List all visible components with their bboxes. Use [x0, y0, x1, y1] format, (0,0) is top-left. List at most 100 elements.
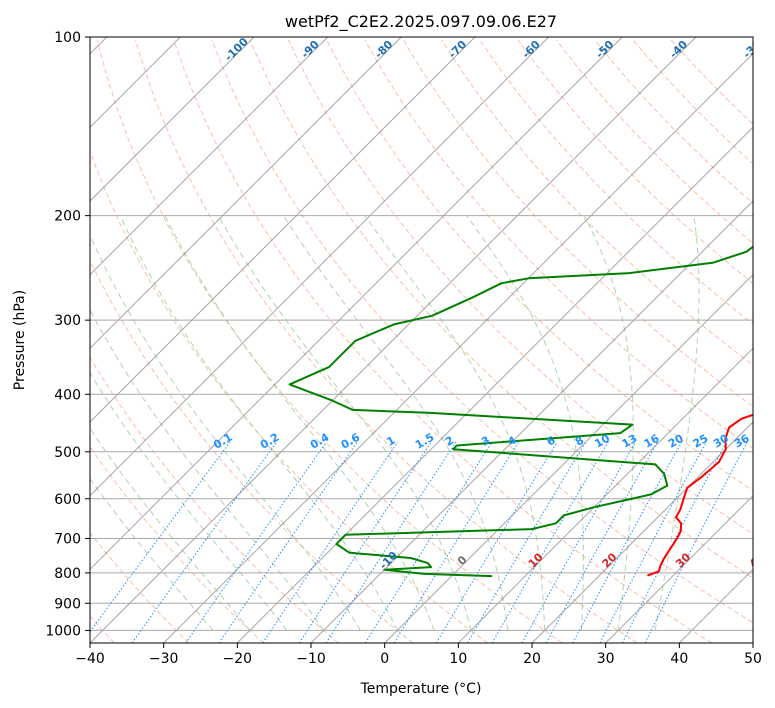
- x-tick-label: 10: [449, 651, 467, 667]
- mixing-ratio-label: 25: [691, 432, 711, 451]
- dry-adiabat-line: [90, 259, 414, 643]
- moist-adiabat-line: [466, 215, 584, 631]
- mixing-ratio-label: 0.1: [211, 431, 234, 452]
- x-tick-label: −10: [296, 651, 326, 667]
- dry-adiabat-line: [479, 39, 753, 325]
- mixing-ratio-line: [218, 441, 358, 643]
- temperature-profile-line: [647, 413, 753, 577]
- isotherm-line: [752, 642, 753, 643]
- dry-adiabat-line: [211, 39, 753, 624]
- y-tick-label: 600: [54, 492, 81, 508]
- y-tick-label: 900: [54, 596, 81, 612]
- moist-adiabat-line: [90, 233, 361, 631]
- y-axis-label: Pressure (hPa): [12, 290, 28, 390]
- isotherm-label: 30: [673, 550, 693, 570]
- dry-adiabat-line: [517, 39, 753, 285]
- mixing-ratio-line: [572, 441, 683, 643]
- x-axis-label: Temperature (°C): [360, 681, 482, 697]
- dry-adiabat-line: [402, 39, 753, 407]
- moist-adiabat-line: [90, 427, 251, 631]
- x-tick-label: 50: [744, 651, 762, 667]
- isotherm-line: [90, 37, 255, 202]
- mixing-ratio-line: [298, 441, 432, 643]
- isotherm-line: [384, 273, 753, 643]
- isotherm-label: -80: [372, 38, 395, 61]
- y-axis-ticks: 100 200 300 400 500 600 700 800 900 1000: [45, 30, 90, 639]
- y-tick-label: 500: [54, 445, 81, 461]
- dry-adiabat-line: [173, 39, 712, 643]
- mixing-ratio-label: 36: [732, 432, 752, 451]
- mixing-ratio-label: 1.5: [413, 431, 436, 452]
- isotherm-line: [678, 568, 753, 643]
- x-tick-label: 0: [380, 651, 389, 667]
- y-tick-label: 700: [54, 532, 81, 548]
- dry-adiabat-line: [288, 39, 753, 535]
- dry-adiabat-line: [326, 39, 753, 492]
- x-tick-label: −30: [149, 651, 179, 667]
- isotherm-label: 40: [747, 550, 767, 570]
- isotherm-label: -50: [593, 38, 616, 61]
- x-axis-ticks: −40 −30 −20 −10 0 10 20 30 40 50: [75, 643, 762, 667]
- isotherm-label: -90: [299, 38, 322, 61]
- mixing-ratio-line: [364, 441, 493, 643]
- y-tick-label: 300: [54, 313, 81, 329]
- mixing-ratio-label: 3: [479, 434, 492, 449]
- isotherm-line: [605, 494, 753, 643]
- x-tick-label: 30: [597, 651, 615, 667]
- y-tick-label: 1000: [45, 623, 81, 639]
- mixing-ratio-label: 0.2: [258, 431, 281, 452]
- mixing-ratio-line: [393, 441, 520, 643]
- y-tick-label: 800: [54, 566, 81, 582]
- isotherm-line: [531, 421, 753, 643]
- mixing-ratio-line: [90, 441, 231, 633]
- mixing-ratio-line: [325, 441, 457, 643]
- mixing-ratio-line: [467, 441, 587, 643]
- dry-adiabat-line: [441, 39, 753, 366]
- sounding-profiles: [288, 245, 753, 578]
- mixing-ratio-label: 1: [384, 434, 397, 449]
- isotherm-line: [457, 347, 753, 643]
- y-tick-label: 100: [54, 30, 81, 46]
- isotherm-label: -70: [446, 38, 469, 61]
- isotherm-line: [163, 52, 753, 643]
- mixing-ratio-line: [185, 441, 328, 643]
- x-tick-label: −40: [75, 651, 105, 667]
- isotherm-label: -40: [667, 38, 690, 61]
- isotherm-label: -100: [222, 35, 251, 64]
- mixing-ratio-line: [131, 441, 278, 643]
- isotherm-line: [236, 126, 753, 643]
- x-tick-label: 20: [523, 651, 541, 667]
- isotherm-line: [90, 37, 697, 643]
- dry-adiabat-line: [594, 39, 753, 204]
- background-guide-lines: [90, 37, 753, 643]
- moist-adiabat-line: [654, 215, 700, 631]
- isotherm-line: [90, 37, 329, 276]
- mixing-ratio-label: 13: [620, 432, 640, 451]
- moist-adiabat-line: [119, 215, 398, 631]
- dry-adiabat-line: [556, 39, 753, 244]
- y-tick-label: 200: [54, 209, 81, 225]
- x-tick-label: 40: [670, 651, 688, 667]
- dry-adiabat-line: [135, 39, 638, 643]
- isotherm-label: -30: [741, 38, 764, 61]
- mixing-ratio-label: 2: [443, 434, 456, 449]
- dry-adiabat-line: [90, 356, 339, 643]
- mixing-ratio-line: [435, 441, 558, 643]
- chart-title: wetPf2_C2E2.2025.097.09.06.E27: [285, 12, 557, 32]
- isotherm-label: 10: [526, 550, 546, 570]
- mixing-ratio-line: [521, 441, 636, 643]
- isotherm-line: [90, 37, 550, 497]
- plot-frame: [89, 36, 754, 644]
- dry-adiabat-line: [90, 149, 488, 643]
- dry-adiabat-line: [96, 39, 563, 643]
- dry-adiabat-line: [249, 39, 753, 579]
- isotherm-line: [90, 37, 623, 571]
- mixing-ratio-label: 20: [666, 432, 686, 451]
- dry-adiabat-line: [632, 39, 753, 165]
- x-tick-label: −20: [223, 651, 253, 667]
- isotherm-label: 20: [600, 550, 620, 570]
- dry-adiabat-line: [364, 39, 753, 449]
- dewpoint-profile-line: [288, 245, 753, 578]
- y-tick-label: 400: [54, 387, 81, 403]
